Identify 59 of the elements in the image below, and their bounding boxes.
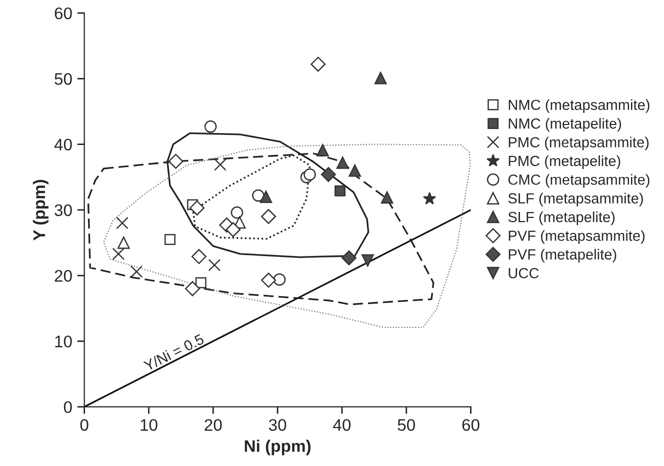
point	[252, 189, 264, 202]
point	[112, 248, 125, 260]
point	[380, 191, 394, 204]
point	[422, 192, 436, 204]
x-tick-label: 50	[398, 419, 415, 431]
legend-label: SLF (metapsammite)	[508, 192, 643, 206]
y-tick-label: 30	[54, 204, 72, 216]
annotation: Y/Ni = 0.5	[142, 333, 205, 372]
point	[191, 249, 206, 264]
x-tick-label: 60	[462, 419, 480, 431]
point	[164, 234, 176, 245]
x-tick-label: 10	[140, 419, 158, 431]
point	[374, 72, 387, 84]
point	[316, 144, 329, 156]
point	[310, 56, 326, 72]
point	[304, 168, 316, 181]
y-tick-label: 60	[54, 7, 72, 20]
point	[320, 166, 336, 182]
point	[204, 120, 217, 133]
legend-label: NMC (metapelite)	[508, 118, 622, 132]
point	[273, 273, 286, 286]
point	[208, 258, 221, 272]
y-tick-label: 10	[55, 336, 72, 348]
point	[190, 200, 205, 216]
legend-label: PVF (metapsammite)	[508, 230, 645, 244]
point	[261, 272, 276, 288]
point	[334, 185, 346, 196]
point	[230, 206, 244, 219]
y-axis-title: Y (ppm)	[32, 180, 48, 241]
point	[130, 265, 143, 278]
point	[195, 277, 206, 288]
legend-label: PVF (metapelite)	[508, 248, 616, 262]
point	[362, 254, 374, 267]
legend-label: UCC	[508, 268, 539, 278]
x-axis-title: Ni (ppm)	[244, 440, 311, 456]
point	[214, 158, 226, 171]
point	[185, 281, 200, 296]
legend-label: CMC (metapsammite)	[508, 174, 650, 188]
y-tick-label: 20	[54, 270, 72, 282]
point	[168, 154, 184, 169]
legend-label: PMC (metapsammite)	[508, 136, 649, 150]
point	[348, 164, 362, 177]
point	[226, 222, 241, 238]
point	[336, 156, 349, 169]
x-tick-label: 0	[80, 419, 88, 431]
y-tick-label: 50	[54, 73, 72, 85]
x-tick-label: 30	[268, 419, 286, 431]
point	[117, 236, 130, 249]
y-tick-label: 0	[64, 401, 72, 414]
point	[116, 216, 129, 230]
y-tick-label: 40	[54, 138, 72, 151]
x-tick-label: 40	[333, 419, 351, 431]
legend-label: SLF (metapelite)	[508, 211, 615, 226]
point	[261, 208, 276, 224]
point	[260, 190, 272, 203]
x-tick-label: 20	[204, 419, 222, 431]
legend-label: NMC (metapsammite)	[508, 99, 650, 113]
point	[342, 250, 357, 266]
legend-label: PMC (metapelite)	[508, 155, 620, 169]
